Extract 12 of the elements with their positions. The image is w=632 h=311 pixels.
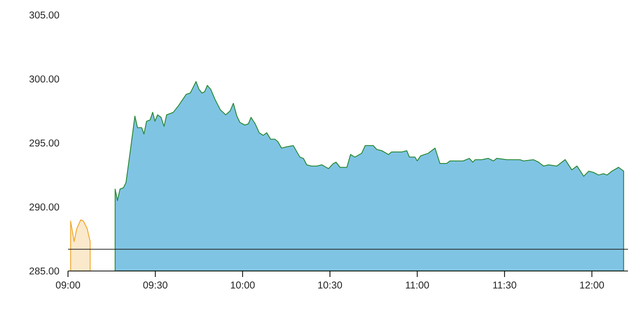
y-tick-label: 285.00 [30, 267, 60, 275]
y-tick-label: 290.00 [30, 203, 60, 211]
x-tick-label: 09:30 [143, 282, 168, 289]
y-tick-label: 300.00 [29, 75, 60, 83]
x-tick-label: 10:30 [318, 282, 342, 289]
x-tick-label: 12:00 [580, 282, 604, 289]
x-tick-label: 11:00 [406, 282, 429, 289]
x-tick-label: 10:00 [230, 282, 255, 289]
x-tick-label: 11:30 [493, 282, 516, 289]
y-tick-label: 295.00 [30, 139, 60, 147]
x-tick-label: 09:00 [56, 282, 80, 289]
y-tick-label: 305.00 [29, 11, 60, 19]
